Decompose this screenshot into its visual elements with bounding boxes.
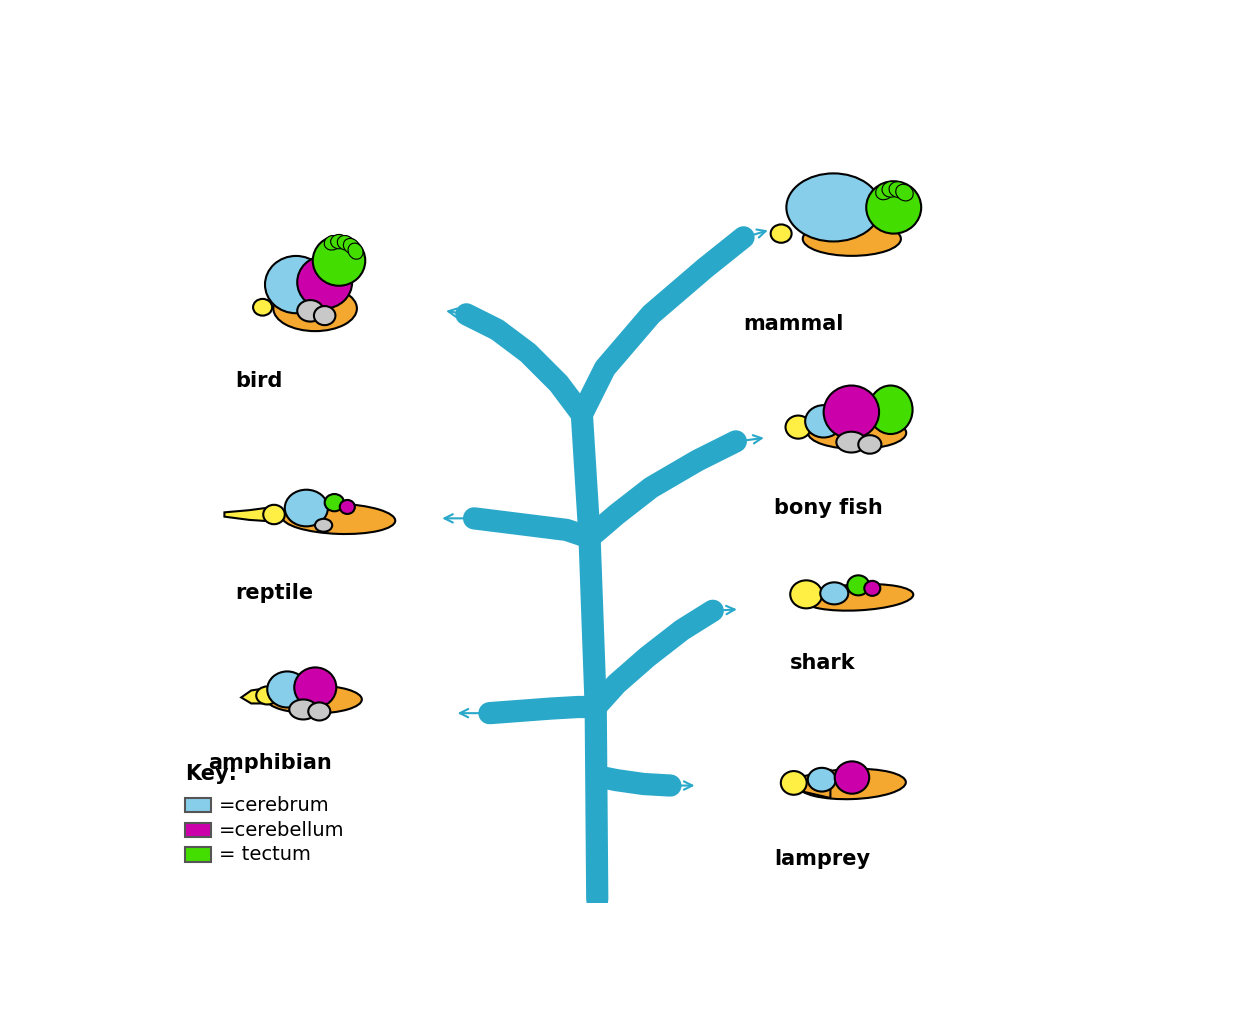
Ellipse shape [864, 581, 881, 596]
Text: =cerebrum: =cerebrum [219, 796, 330, 815]
Text: Key:: Key: [185, 764, 237, 785]
Ellipse shape [267, 672, 307, 707]
Ellipse shape [282, 503, 395, 534]
Ellipse shape [289, 699, 317, 720]
Ellipse shape [805, 405, 842, 437]
Ellipse shape [265, 256, 327, 314]
Ellipse shape [809, 417, 907, 449]
Ellipse shape [868, 386, 913, 434]
Ellipse shape [324, 235, 340, 250]
Ellipse shape [889, 182, 907, 198]
Ellipse shape [895, 185, 913, 201]
Ellipse shape [348, 243, 363, 259]
Ellipse shape [263, 504, 284, 524]
Ellipse shape [253, 298, 272, 316]
Text: shark: shark [790, 653, 856, 673]
Ellipse shape [267, 685, 361, 714]
Ellipse shape [330, 234, 348, 249]
Polygon shape [225, 509, 266, 521]
Ellipse shape [256, 686, 278, 704]
Ellipse shape [847, 576, 869, 596]
Ellipse shape [858, 435, 882, 454]
Ellipse shape [315, 519, 332, 532]
Ellipse shape [770, 224, 791, 243]
Ellipse shape [802, 222, 900, 256]
Ellipse shape [297, 300, 323, 322]
FancyBboxPatch shape [185, 848, 211, 862]
Polygon shape [241, 687, 271, 703]
Ellipse shape [799, 768, 905, 799]
Ellipse shape [308, 702, 330, 721]
FancyBboxPatch shape [185, 798, 211, 812]
Text: reptile: reptile [235, 584, 313, 603]
Ellipse shape [338, 235, 354, 250]
Text: amphibian: amphibian [209, 752, 332, 772]
Ellipse shape [804, 584, 913, 611]
Ellipse shape [343, 239, 359, 254]
Ellipse shape [781, 771, 807, 795]
Text: = tectum: = tectum [219, 845, 310, 865]
Ellipse shape [297, 256, 353, 309]
Ellipse shape [324, 494, 344, 512]
Ellipse shape [284, 489, 328, 527]
Ellipse shape [807, 767, 836, 792]
Ellipse shape [786, 174, 881, 242]
Ellipse shape [785, 415, 811, 438]
Ellipse shape [313, 235, 365, 286]
Ellipse shape [790, 581, 822, 608]
Text: bony fish: bony fish [774, 498, 883, 519]
Ellipse shape [866, 182, 922, 233]
Ellipse shape [820, 583, 848, 604]
Ellipse shape [340, 500, 355, 514]
Polygon shape [799, 770, 831, 798]
Ellipse shape [882, 182, 900, 197]
Ellipse shape [835, 761, 869, 794]
Text: mammal: mammal [744, 314, 843, 334]
Ellipse shape [273, 286, 356, 331]
Text: bird: bird [235, 371, 283, 392]
Ellipse shape [876, 184, 893, 200]
FancyBboxPatch shape [185, 822, 211, 837]
Text: lamprey: lamprey [774, 849, 871, 869]
Ellipse shape [314, 307, 335, 325]
Text: =cerebellum: =cerebellum [219, 821, 345, 839]
Ellipse shape [823, 386, 879, 438]
Ellipse shape [836, 431, 867, 453]
Ellipse shape [294, 668, 337, 707]
